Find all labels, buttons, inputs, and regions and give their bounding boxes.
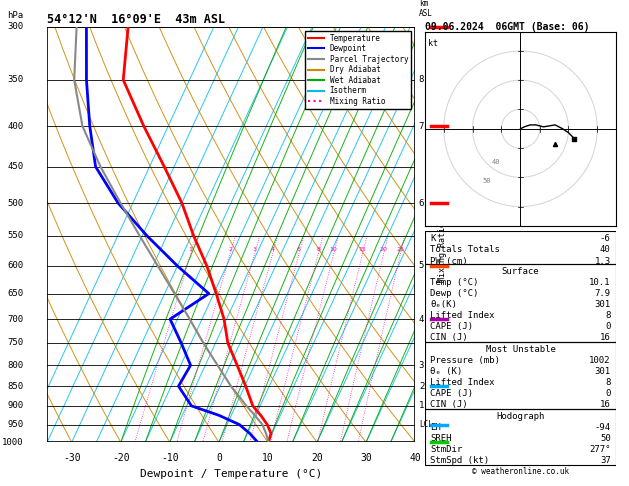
Text: 2: 2	[419, 382, 424, 391]
Legend: Temperature, Dewpoint, Parcel Trajectory, Dry Adiabat, Wet Adiabat, Isotherm, Mi: Temperature, Dewpoint, Parcel Trajectory…	[305, 31, 411, 109]
Text: 500: 500	[7, 199, 23, 208]
Text: 25: 25	[396, 247, 404, 252]
Text: 8: 8	[316, 247, 320, 252]
Text: LCL: LCL	[419, 420, 433, 429]
Text: 37: 37	[600, 456, 611, 465]
Text: 650: 650	[7, 289, 23, 298]
Text: Dewp (°C): Dewp (°C)	[430, 289, 479, 298]
Text: 16: 16	[600, 400, 611, 409]
Text: kt: kt	[428, 39, 438, 49]
Text: Surface: Surface	[502, 266, 539, 276]
Text: Temp (°C): Temp (°C)	[430, 278, 479, 287]
Text: 4: 4	[419, 314, 424, 324]
Text: -94: -94	[594, 423, 611, 432]
Text: 450: 450	[7, 162, 23, 171]
Text: 8: 8	[605, 378, 611, 387]
Text: 900: 900	[7, 401, 23, 410]
Text: 300: 300	[7, 22, 23, 31]
Text: CAPE (J): CAPE (J)	[430, 389, 474, 398]
Text: Hodograph: Hodograph	[496, 412, 545, 420]
Text: 750: 750	[7, 338, 23, 347]
Bar	[425, 231, 616, 264]
Text: -20: -20	[112, 452, 130, 463]
Text: 50: 50	[482, 178, 491, 184]
Text: 7: 7	[419, 122, 424, 131]
Text: Pressure (mb): Pressure (mb)	[430, 356, 500, 365]
Text: 700: 700	[7, 314, 23, 324]
Text: 30: 30	[360, 452, 372, 463]
Text: CIN (J): CIN (J)	[430, 400, 468, 409]
Text: 8: 8	[605, 311, 611, 320]
Text: 16: 16	[600, 333, 611, 343]
Text: 1: 1	[189, 247, 192, 252]
Text: Most Unstable: Most Unstable	[486, 345, 555, 354]
Text: Lifted Index: Lifted Index	[430, 378, 495, 387]
Text: 5: 5	[419, 261, 424, 270]
Text: Lifted Index: Lifted Index	[430, 311, 495, 320]
Text: θₑ (K): θₑ (K)	[430, 367, 462, 376]
Text: -6: -6	[600, 234, 611, 243]
Text: hPa: hPa	[7, 12, 23, 20]
Text: 1: 1	[419, 401, 424, 410]
Text: StmSpd (kt): StmSpd (kt)	[430, 456, 489, 465]
Text: 0: 0	[605, 322, 611, 331]
Bar	[425, 264, 616, 343]
Bar	[425, 343, 616, 409]
Text: 1.3: 1.3	[594, 257, 611, 265]
Text: 277°: 277°	[589, 445, 611, 454]
Text: Totals Totals: Totals Totals	[430, 245, 500, 254]
Text: 301: 301	[594, 367, 611, 376]
Text: 8: 8	[419, 75, 424, 85]
Text: 301: 301	[594, 300, 611, 309]
Text: 20: 20	[379, 247, 387, 252]
Text: StmDir: StmDir	[430, 445, 462, 454]
Bar	[425, 409, 616, 465]
Text: 850: 850	[7, 382, 23, 391]
Text: 0: 0	[216, 452, 222, 463]
Text: 350: 350	[7, 75, 23, 85]
Text: 10: 10	[330, 247, 338, 252]
Text: 950: 950	[7, 420, 23, 429]
Text: -30: -30	[63, 452, 81, 463]
Text: -10: -10	[161, 452, 179, 463]
Text: Dewpoint / Temperature (°C): Dewpoint / Temperature (°C)	[140, 469, 322, 479]
Text: 20: 20	[311, 452, 323, 463]
Text: EH: EH	[430, 423, 441, 432]
Text: PW (cm): PW (cm)	[430, 257, 468, 265]
Text: 6: 6	[419, 199, 424, 208]
Text: 4: 4	[270, 247, 275, 252]
Text: © weatheronline.co.uk: © weatheronline.co.uk	[472, 468, 569, 476]
Text: 550: 550	[7, 231, 23, 241]
Text: 600: 600	[7, 261, 23, 270]
Text: θₑ(K): θₑ(K)	[430, 300, 457, 309]
Text: 7.9: 7.9	[594, 289, 611, 298]
Text: CIN (J): CIN (J)	[430, 333, 468, 343]
Text: km
ASL: km ASL	[419, 0, 433, 18]
Text: 09.06.2024  06GMT (Base: 06): 09.06.2024 06GMT (Base: 06)	[425, 22, 589, 32]
Text: K: K	[430, 234, 436, 243]
Text: 3: 3	[419, 361, 424, 370]
Text: 54°12'N  16°09'E  43m ASL: 54°12'N 16°09'E 43m ASL	[47, 13, 225, 26]
Text: 6: 6	[297, 247, 301, 252]
Text: 0: 0	[605, 389, 611, 398]
Text: 2: 2	[228, 247, 232, 252]
Text: SREH: SREH	[430, 434, 452, 443]
Text: 1002: 1002	[589, 356, 611, 365]
Text: CAPE (J): CAPE (J)	[430, 322, 474, 331]
Text: 1000: 1000	[2, 438, 23, 447]
Text: 10: 10	[262, 452, 274, 463]
Text: Mixing Ratio (g/kg): Mixing Ratio (g/kg)	[438, 187, 447, 282]
Text: 10.1: 10.1	[589, 278, 611, 287]
Text: 3: 3	[253, 247, 257, 252]
Text: 15: 15	[359, 247, 366, 252]
Text: 800: 800	[7, 361, 23, 370]
Text: 40: 40	[600, 245, 611, 254]
Text: 40: 40	[409, 452, 421, 463]
Text: 50: 50	[600, 434, 611, 443]
Text: 400: 400	[7, 122, 23, 131]
Text: 40: 40	[492, 159, 500, 165]
